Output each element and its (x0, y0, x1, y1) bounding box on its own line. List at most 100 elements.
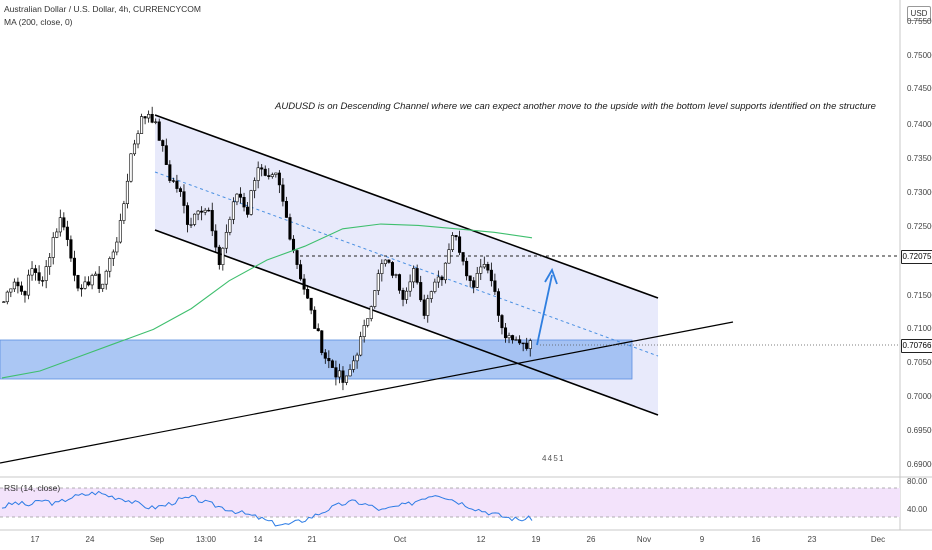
candle (94, 271, 98, 276)
rsi-tick-label: 80.00 (907, 477, 928, 486)
candle (433, 278, 437, 294)
candle (44, 260, 48, 289)
candle (366, 318, 370, 328)
candle (316, 323, 320, 332)
candle (496, 288, 500, 323)
candle (122, 200, 126, 225)
candle (405, 287, 409, 304)
x-tick-label: Dec (870, 535, 886, 544)
candle (397, 273, 402, 294)
candle (518, 335, 522, 345)
candle (136, 130, 140, 149)
channel-upper-line[interactable] (154, 114, 659, 299)
candle (443, 262, 447, 284)
candle (263, 165, 267, 177)
rsi-legend[interactable]: RSI (14, close) (4, 483, 61, 493)
currency-badge[interactable]: USD (907, 6, 931, 21)
candle (87, 276, 91, 287)
candle (475, 266, 479, 289)
candle (249, 189, 253, 216)
candle (58, 209, 62, 237)
x-tick-label: 14 (253, 535, 263, 544)
candle (514, 336, 518, 341)
candle (207, 207, 211, 212)
candle (154, 118, 158, 125)
candle (79, 284, 84, 297)
candle (48, 252, 52, 275)
resistance-price-badge: 0.72075 (901, 250, 932, 264)
candle (108, 256, 112, 278)
candle (9, 288, 13, 298)
symbol-legend[interactable]: Australian Dollar / U.S. Dollar, 4h, CUR… (4, 4, 201, 14)
candle (436, 270, 440, 288)
candle (450, 232, 455, 252)
candle (111, 249, 115, 266)
candle (422, 294, 426, 320)
candle (90, 273, 94, 290)
rsi-line[interactable] (1, 490, 533, 527)
ma200-line[interactable] (1, 223, 533, 379)
chart-annotation-text[interactable]: AUDUSD is on Descending Channel where we… (275, 101, 876, 112)
candlestick-series[interactable] (2, 106, 532, 391)
candle (200, 206, 204, 221)
channel-mid-line[interactable] (154, 171, 659, 357)
x-tick-label: 9 (699, 535, 705, 544)
candle (55, 228, 59, 239)
candle (270, 172, 274, 179)
candle (302, 274, 306, 295)
events-marker[interactable]: 4 4 5 1 (542, 454, 563, 463)
candle (193, 213, 197, 227)
x-tick-label: 16 (751, 535, 761, 544)
candle (242, 192, 246, 212)
x-tick-label: 21 (307, 535, 317, 544)
candle (217, 244, 221, 270)
candle (224, 224, 228, 254)
candle (359, 331, 363, 357)
candle (164, 138, 168, 165)
projection-arrow[interactable] (536, 267, 558, 346)
x-tick-label: Sep (149, 535, 165, 544)
candle (503, 323, 508, 343)
candle (203, 207, 207, 216)
candle (238, 187, 243, 204)
candle (528, 338, 532, 357)
candle (150, 106, 154, 124)
x-tick-label: 17 (30, 535, 40, 544)
candle (440, 275, 444, 286)
last-price-badge: 0.70766 (901, 339, 932, 353)
ascending-trendline[interactable] (0, 321, 734, 464)
candle (16, 277, 20, 294)
ma-legend[interactable]: MA (200, close, 0) (4, 17, 73, 27)
x-tick-label: 19 (531, 535, 541, 544)
candle (281, 178, 285, 207)
candle (376, 269, 380, 296)
candle (277, 170, 281, 194)
candle (327, 350, 331, 369)
channel-lower-line[interactable] (154, 229, 659, 416)
candle (454, 235, 458, 241)
candle (288, 213, 292, 241)
candle (26, 269, 31, 300)
x-tick-label: 24 (85, 535, 95, 544)
candle (5, 290, 9, 305)
candle (101, 283, 105, 292)
candle (2, 301, 6, 303)
candle (171, 177, 175, 183)
candle (479, 258, 483, 280)
candle (196, 209, 200, 221)
candle (118, 213, 122, 244)
candle (125, 173, 129, 209)
candle (482, 256, 486, 269)
candle (447, 243, 451, 264)
candle (320, 330, 324, 356)
candle (231, 197, 235, 225)
